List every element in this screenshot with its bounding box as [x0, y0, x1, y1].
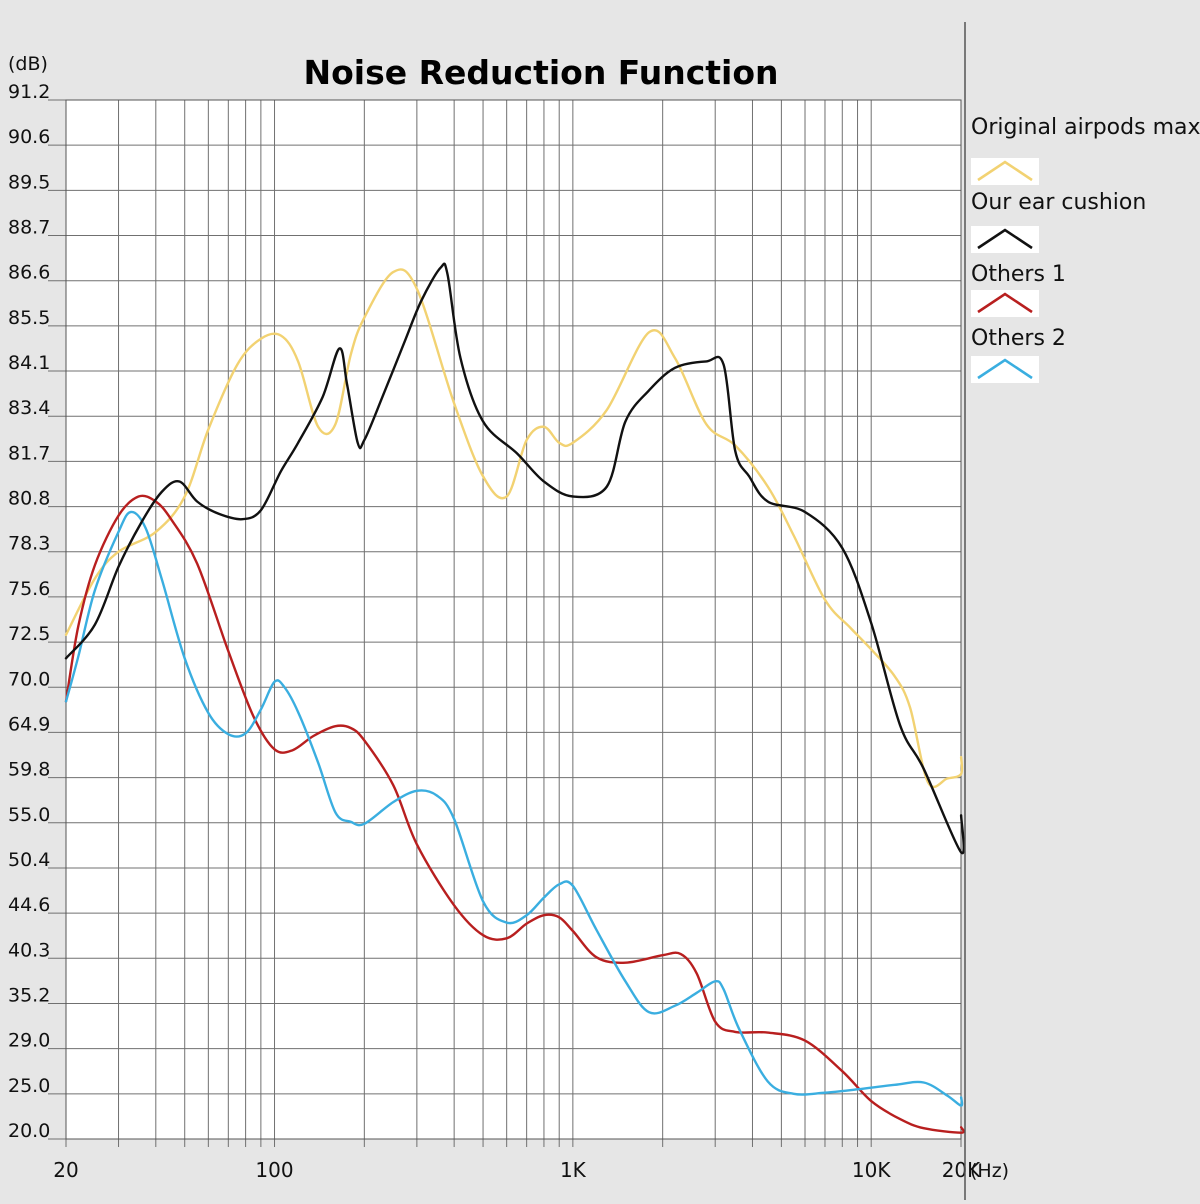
- x-tick-label: 20: [53, 1158, 78, 1182]
- y-tick-label: 83.4: [8, 397, 50, 419]
- y-tick-label: 25.0: [8, 1075, 50, 1097]
- legend-item-others-1: Others 1: [971, 262, 1066, 317]
- y-tick-label: 86.6: [8, 262, 50, 284]
- legend-label: Others 1: [971, 262, 1066, 287]
- legend-item-our-ear-cushion: Our ear cushion: [971, 190, 1146, 253]
- legend: Original airpods max Our ear cushion Other…: [971, 115, 1200, 383]
- chart-title: Noise Reduction Function: [303, 53, 778, 92]
- y-tick-label: 78.3: [8, 533, 50, 555]
- y-tick-label: 85.5: [8, 307, 50, 329]
- y-tick-label: 35.2: [8, 984, 50, 1006]
- plot-area: [66, 100, 961, 1139]
- y-tick-label: 70.0: [8, 668, 50, 690]
- y-tick-label: 55.0: [8, 804, 50, 826]
- y-tick-label: 89.5: [8, 171, 50, 193]
- x-tick-label: 100: [255, 1158, 293, 1182]
- y-tick-label: 88.7: [8, 217, 50, 239]
- series-line-original-airpods-max: [64, 268, 964, 789]
- series-lines: [64, 262, 965, 1134]
- x-tick-label: 1K: [560, 1158, 587, 1182]
- plot-frame: [65, 99, 962, 1140]
- legend-label: Original airpods max: [971, 115, 1200, 140]
- series-line-others-1: [64, 494, 965, 1134]
- grid: [48, 99, 962, 1147]
- legend-swatch-line: [977, 228, 1033, 250]
- y-tick-label: 40.3: [8, 939, 50, 961]
- y-tick-label: 75.6: [8, 578, 50, 600]
- legend-label: Our ear cushion: [971, 190, 1146, 215]
- y-tick-label: 81.7: [8, 442, 50, 464]
- legend-item-original-airpods-max: Original airpods max: [971, 115, 1200, 185]
- tick-labels: 91.2 90.6 89.5 88.7 86.6 85.5 84.1 83.4 81.7 80.8…: [8, 81, 981, 1182]
- legend-swatch-line: [977, 292, 1033, 314]
- y-tick-label: 20.0: [8, 1120, 50, 1142]
- y-tick-label: 90.6: [8, 126, 50, 148]
- y-tick-label: 64.9: [8, 713, 50, 735]
- y-tick-label: 29.0: [8, 1030, 50, 1052]
- series-line-others-2: [64, 510, 964, 1107]
- legend-item-others-2: Others 2: [971, 326, 1066, 383]
- y-axis-unit: (dB): [8, 53, 48, 75]
- y-tick-label: 91.2: [8, 81, 50, 103]
- y-tick-label: 44.6: [8, 894, 50, 916]
- y-tick-label: 72.5: [8, 623, 50, 645]
- x-axis-unit: (Hz): [970, 1160, 1009, 1182]
- y-tick-label: 59.8: [8, 759, 50, 781]
- y-tick-label: 80.8: [8, 488, 50, 510]
- x-tick-label: 10K: [852, 1158, 891, 1182]
- legend-swatch-line: [977, 160, 1033, 182]
- legend-label: Others 2: [971, 326, 1066, 351]
- y-tick-label: 50.4: [8, 849, 50, 871]
- series-line-our-ear-cushion: [64, 262, 965, 855]
- x-tick-label: 20K: [942, 1158, 981, 1182]
- y-tick-label: 84.1: [8, 352, 50, 374]
- legend-swatch-line: [977, 358, 1033, 380]
